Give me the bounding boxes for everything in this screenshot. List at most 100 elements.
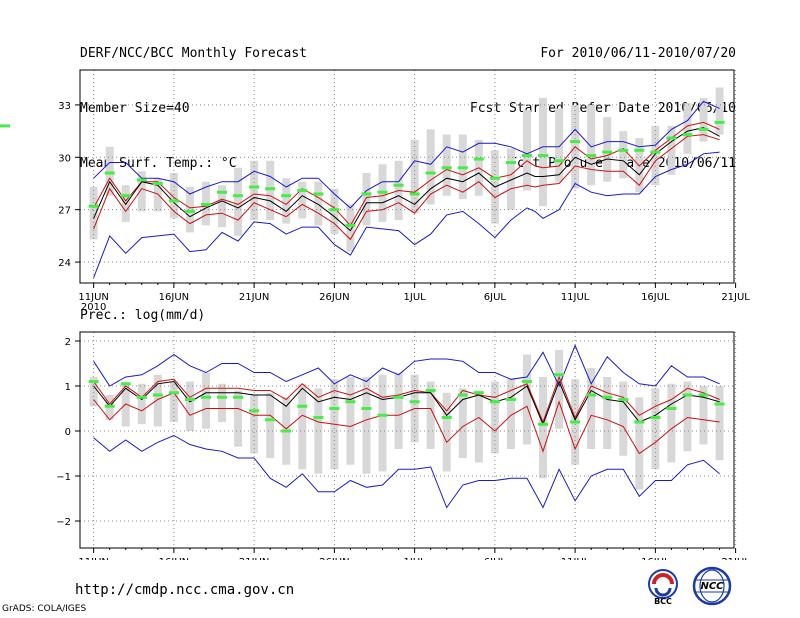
temp-median-33 bbox=[602, 150, 613, 154]
temp-box-39 bbox=[699, 97, 708, 142]
temp-box-36 bbox=[651, 125, 660, 186]
temp-median-15 bbox=[313, 192, 324, 196]
temp-box-37 bbox=[667, 125, 676, 175]
temp-ytick-label-1: 24 bbox=[58, 258, 71, 269]
temp-median-2 bbox=[104, 171, 115, 175]
temp-xtick-label-7: 11JUL bbox=[561, 292, 590, 303]
temp-box-17 bbox=[346, 204, 355, 252]
temp-frame bbox=[79, 69, 735, 284]
temp-median-22 bbox=[425, 171, 436, 175]
prec-median-15 bbox=[313, 416, 324, 419]
temp-box-2 bbox=[105, 146, 114, 196]
prec-box-20 bbox=[394, 372, 403, 449]
prec-box-25 bbox=[474, 390, 483, 463]
temp-box-21 bbox=[410, 139, 419, 214]
temp-xtick-label-9: 21JUL bbox=[721, 292, 750, 303]
temp-xtick-label-3: 21JUN bbox=[239, 292, 269, 303]
prec-ytick-label-5: 2 bbox=[65, 337, 71, 348]
temp-box-30 bbox=[555, 108, 564, 182]
prec-box-32 bbox=[587, 368, 596, 449]
bcc-logo: BCC bbox=[648, 569, 678, 606]
prec-median-18 bbox=[361, 407, 372, 410]
prec-median-36 bbox=[650, 416, 661, 419]
prec-box-35 bbox=[635, 397, 644, 490]
prec-median-12 bbox=[265, 418, 276, 422]
temp-series-ensemble-max bbox=[93, 100, 720, 209]
temp-median-1 bbox=[88, 204, 99, 208]
temp-series-mean-spread bbox=[93, 134, 720, 241]
prec-box-24 bbox=[458, 388, 467, 458]
temp-series-ensemble-mean bbox=[93, 127, 720, 232]
temp-median-28 bbox=[521, 154, 532, 158]
forecast-period: For 2010/06/11-2010/07/20 bbox=[540, 46, 736, 61]
prec-box-17 bbox=[346, 377, 355, 465]
prec-median-21 bbox=[409, 400, 420, 404]
prec-box-23 bbox=[442, 392, 451, 472]
prec-median-7 bbox=[184, 398, 195, 401]
temp-box-35 bbox=[635, 138, 644, 193]
prec-box-37 bbox=[667, 383, 676, 463]
temp-median-26 bbox=[489, 176, 500, 180]
prec-series-mean-spread bbox=[93, 375, 720, 424]
prec-median-9 bbox=[217, 395, 228, 399]
temp-median-4 bbox=[136, 178, 147, 182]
prec-box-9 bbox=[218, 383, 227, 422]
temp-median-32 bbox=[586, 154, 597, 158]
temp-xtick-label-5: 1JUL bbox=[404, 292, 427, 303]
chart-title: DERF/NCC/BCC Monthly Forecast bbox=[80, 46, 307, 61]
temp-box-40 bbox=[715, 87, 724, 135]
prec-median-37 bbox=[666, 407, 677, 410]
prec-median-2 bbox=[104, 404, 115, 408]
prec-series-ensemble-mean bbox=[93, 380, 720, 426]
prec-median-31 bbox=[570, 420, 581, 424]
prec-median-11 bbox=[249, 409, 260, 413]
prec-median-29 bbox=[538, 422, 549, 426]
prec-box-26 bbox=[490, 381, 499, 454]
temp-median-5 bbox=[152, 181, 163, 185]
temperature-chart: 24 27 30 33 11JUN 16JUN 21JUN 26JUN 1JUL 6JUL 11JU… bbox=[0, 69, 750, 313]
prec-xtick-label-6: 6JUL bbox=[484, 557, 507, 560]
temp-ytick-label-3: 30 bbox=[58, 153, 71, 164]
prec-xtick-label-7: 11JUL bbox=[561, 557, 590, 560]
precip-panel-title: Prec.: log(mm/d) bbox=[80, 308, 206, 323]
temp-box-34 bbox=[619, 131, 628, 179]
prec-median-25 bbox=[473, 391, 484, 395]
temp-box-16 bbox=[330, 188, 339, 235]
temp-median-10 bbox=[233, 194, 244, 198]
temp-xtick-label-2: 16JUN bbox=[159, 292, 189, 303]
temp-box-32 bbox=[587, 104, 596, 186]
prec-xtick-label-3: 21JUN bbox=[239, 557, 269, 560]
prec-box-3 bbox=[121, 383, 130, 427]
prec-box-22 bbox=[426, 381, 435, 449]
temp-box-15 bbox=[314, 181, 323, 226]
temp-median-7 bbox=[184, 209, 195, 213]
prec-median-34 bbox=[618, 398, 629, 401]
temp-median-37 bbox=[666, 136, 677, 140]
prec-frame bbox=[79, 331, 735, 549]
temp-xtick-label-8: 16JUL bbox=[641, 292, 670, 303]
precipitation-chart: −2 −1 0 1 2 11JUN 16JUN 21JUN 26JUN 1JUL 6JUL 11JUL… bbox=[56, 331, 750, 560]
prec-box-8 bbox=[201, 372, 210, 429]
prec-box-7 bbox=[185, 381, 194, 431]
prec-median-27 bbox=[505, 398, 516, 401]
temp-median-35 bbox=[634, 148, 645, 152]
temp-median-29 bbox=[538, 154, 549, 158]
temp-median-8 bbox=[200, 202, 211, 206]
temp-x-year-label: 2010 bbox=[81, 302, 106, 313]
prec-series-ensemble-min bbox=[93, 434, 720, 509]
prec-box-5 bbox=[153, 374, 162, 427]
temp-series-mean-spread bbox=[93, 121, 720, 227]
temp-median-17 bbox=[345, 223, 356, 227]
temp-ytick-label-2: 27 bbox=[58, 206, 71, 217]
temp-box-10 bbox=[234, 167, 243, 236]
prec-box-4 bbox=[137, 383, 146, 425]
temp-median-14 bbox=[297, 188, 308, 192]
temp-median-16 bbox=[329, 208, 340, 212]
prec-median-14 bbox=[297, 404, 308, 408]
prec-median-19 bbox=[377, 413, 388, 417]
temp-box-33 bbox=[603, 117, 612, 182]
website-url[interactable]: http://cmdp.ncc.cma.gov.cn bbox=[75, 582, 295, 598]
temp-box-5 bbox=[153, 178, 162, 212]
header-left: DERF/NCC/BCC Monthly Forecast Member Siz… bbox=[80, 9, 307, 192]
temp-median-27 bbox=[505, 161, 516, 165]
